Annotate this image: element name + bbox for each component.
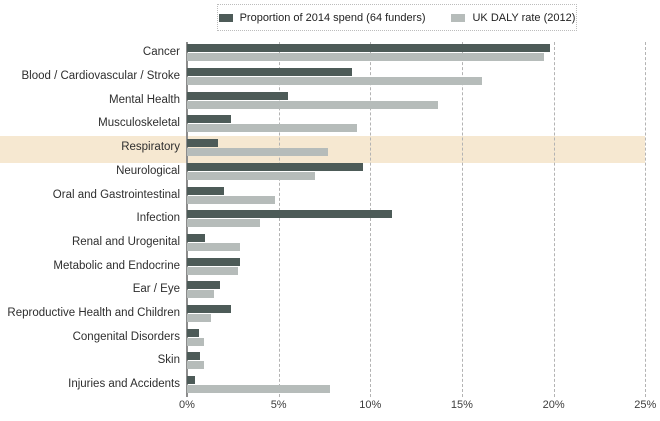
daly-legend-label: UK DALY rate (2012)	[472, 11, 576, 24]
x-tick-label-5pct: 5%	[270, 399, 287, 411]
category-label-musculoskeletal: Musculoskeletal	[98, 117, 180, 130]
spend-bar	[187, 68, 352, 76]
x-tick-label-25pct: 25%	[634, 399, 657, 411]
gridline-15pct	[461, 42, 463, 397]
daly-bar	[187, 148, 329, 157]
daly-bar	[187, 337, 205, 346]
category-label-injuries-and-accidents: Injuries and Accidents	[68, 378, 180, 391]
daly-bar	[187, 77, 483, 85]
daly-bar	[187, 290, 215, 299]
daly-bar	[187, 124, 358, 133]
spend-bar	[187, 281, 220, 290]
spend-legend-swatch	[218, 13, 233, 22]
spend-bar	[187, 91, 288, 100]
spend-bar	[187, 186, 224, 195]
gridline-25pct	[645, 42, 647, 397]
daly-legend-swatch	[451, 13, 466, 22]
daly-bar	[187, 53, 545, 62]
daly-bar	[187, 219, 261, 228]
category-label-cancer: Cancer	[142, 46, 180, 59]
category-label-skin: Skin	[157, 354, 180, 367]
x-tick-label-0pct: 0%	[179, 399, 195, 411]
category-label-neurological: Neurological	[116, 164, 180, 177]
gridline-10pct	[370, 42, 372, 397]
category-label-reproductive-health-and-children: Reproductive Health and Children	[7, 307, 180, 319]
spend-bar	[187, 376, 196, 385]
spend-bar	[187, 305, 231, 313]
spend-bar	[187, 233, 206, 242]
gridline-20pct	[553, 42, 555, 397]
daly-bar	[187, 195, 275, 204]
daly-bar	[187, 266, 239, 275]
daly-bar	[187, 100, 439, 109]
legend-item-daly: UK DALY rate (2012)	[451, 12, 575, 24]
spend-bar	[187, 210, 393, 219]
category-label-blood-cardiovascular-stroke: Blood / Cardiovascular / Stroke	[21, 70, 180, 82]
daly-bar	[187, 314, 211, 322]
category-label-metabolic-and-endocrine: Metabolic and Endocrine	[53, 259, 180, 272]
daly-bar	[187, 361, 205, 370]
spend-bar	[187, 44, 550, 53]
category-label-oral-and-gastrointestinal: Oral and Gastrointestinal	[52, 188, 180, 201]
x-tick-label-15pct: 15%	[450, 399, 473, 411]
spend-bar	[187, 162, 363, 171]
spend-bar	[187, 352, 200, 361]
spend-legend-label: Proportion of 2014 spend (64 funders)	[239, 11, 426, 24]
category-label-congenital-disorders: Congenital Disorders	[72, 330, 180, 343]
category-label-renal-and-urogenital: Renal and Urogenital	[71, 235, 180, 248]
spend-bar	[187, 257, 241, 266]
gridline-5pct	[278, 42, 280, 397]
category-label-mental-health: Mental Health	[109, 93, 180, 106]
daly-bar	[187, 385, 330, 394]
spend-bar	[187, 328, 199, 337]
category-label-respiratory: Respiratory	[121, 141, 180, 154]
legend: Proportion of 2014 spend (64 funders) UK…	[217, 4, 577, 31]
spend-bar	[187, 115, 231, 124]
spend-bar	[187, 139, 219, 148]
x-tick-label-10pct: 10%	[359, 399, 382, 411]
legend-item-spend: Proportion of 2014 spend (64 funders)	[218, 11, 426, 24]
x-tick-label-20pct: 20%	[542, 399, 565, 411]
category-label-infection: Infection	[136, 212, 180, 225]
category-label-ear-eye: Ear / Eye	[132, 283, 180, 296]
daly-bar	[187, 171, 316, 180]
daly-bar	[187, 242, 241, 251]
